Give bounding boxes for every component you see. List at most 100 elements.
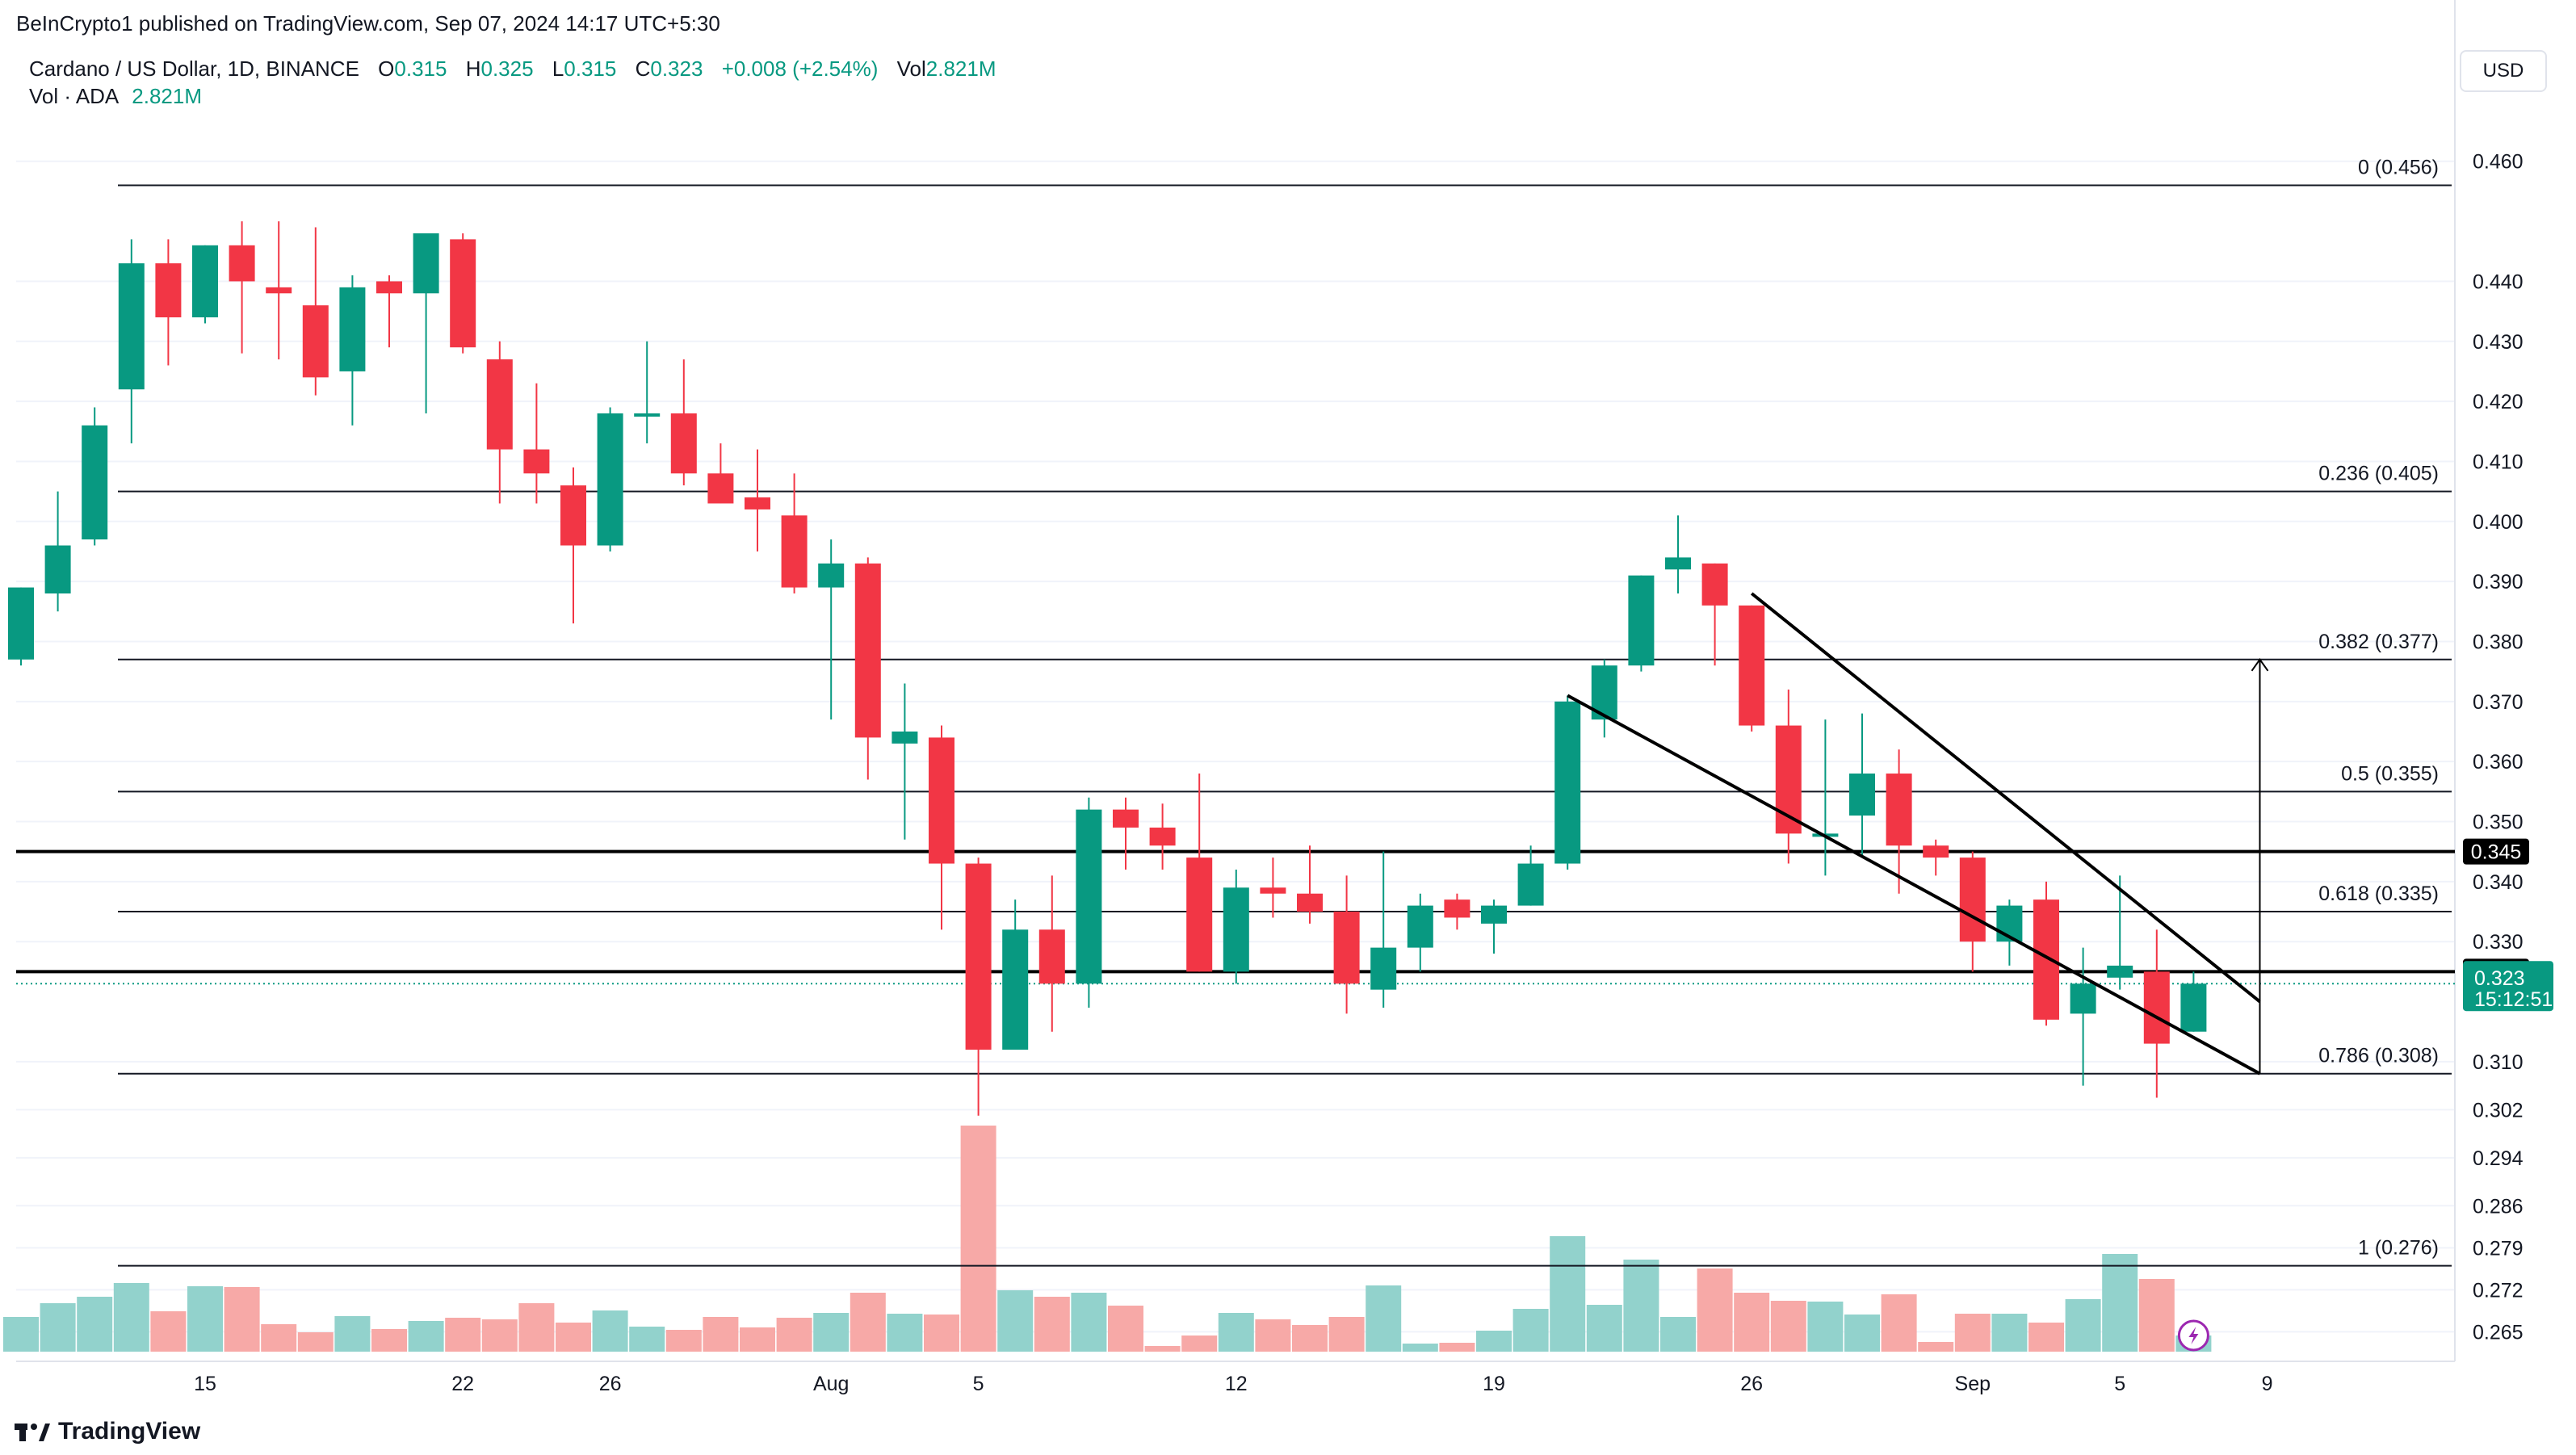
candle-body bbox=[450, 239, 476, 348]
candle-body bbox=[413, 233, 439, 294]
candle-body bbox=[1038, 929, 1065, 984]
price-tick-label: 0.390 bbox=[2473, 571, 2524, 593]
price-tick-label: 0.310 bbox=[2473, 1051, 2524, 1074]
price-tick-label: 0.340 bbox=[2473, 871, 2524, 894]
volume-bar bbox=[297, 1332, 334, 1352]
volume-bar bbox=[3, 1317, 39, 1352]
volume-bar bbox=[850, 1293, 886, 1352]
candle-body bbox=[118, 263, 145, 390]
volume-bar bbox=[740, 1327, 775, 1352]
price-tick-label: 0.440 bbox=[2473, 270, 2524, 293]
price-tick-label: 0.380 bbox=[2473, 631, 2524, 653]
candle-body bbox=[1333, 912, 1360, 984]
last-price-countdown: 15:12:51 bbox=[2474, 988, 2553, 1011]
volume-bar bbox=[2138, 1279, 2175, 1352]
candle-body bbox=[854, 563, 881, 738]
price-tick-label: 0.410 bbox=[2473, 451, 2524, 473]
volume-bar bbox=[1623, 1260, 1659, 1352]
volume-bar bbox=[1071, 1293, 1107, 1352]
volume-bar bbox=[592, 1310, 628, 1352]
volume-bar bbox=[371, 1329, 407, 1352]
footer-brand: TradingView bbox=[15, 1418, 200, 1445]
volume-bar bbox=[997, 1290, 1034, 1352]
candle-body bbox=[192, 245, 218, 318]
last-price-value: 0.323 bbox=[2474, 967, 2525, 990]
price-tick-label: 0.400 bbox=[2473, 511, 2524, 534]
fib-level-label: 0.786 (0.308) bbox=[2318, 1045, 2439, 1067]
price-tick-label: 0.370 bbox=[2473, 691, 2524, 714]
time-tick-label: 5 bbox=[2114, 1373, 2125, 1395]
volume-bar bbox=[1991, 1314, 2028, 1352]
candle-body bbox=[82, 425, 108, 540]
candle-body bbox=[1665, 557, 1691, 570]
volume-bar bbox=[813, 1313, 850, 1352]
volume-bar bbox=[2102, 1254, 2138, 1352]
fib-level-label: 1 (0.276) bbox=[2358, 1237, 2439, 1260]
currency-selector[interactable]: USD bbox=[2460, 50, 2547, 92]
candle-body bbox=[2143, 971, 2170, 1044]
candle-body bbox=[1517, 863, 1544, 906]
open-label: O bbox=[378, 57, 395, 81]
candle-body bbox=[929, 737, 954, 864]
candle-body bbox=[1554, 701, 1581, 864]
tradingview-logo-icon bbox=[15, 1424, 50, 1441]
volume-bar bbox=[1292, 1325, 1328, 1352]
candle-body bbox=[1628, 575, 1655, 666]
volume-bar bbox=[776, 1318, 812, 1352]
volume-bar bbox=[187, 1286, 223, 1352]
candle-body bbox=[229, 245, 255, 282]
price-tick-label: 0.302 bbox=[2473, 1099, 2524, 1122]
change-value: +0.008 (+2.54%) bbox=[721, 57, 879, 81]
volume-bar bbox=[261, 1324, 297, 1352]
candle-body bbox=[781, 515, 808, 588]
fib-level-label: 0 (0.456) bbox=[2358, 156, 2439, 178]
candle-body bbox=[634, 413, 661, 417]
volume-legend: Vol · ADA 2.821M bbox=[29, 84, 202, 109]
candle-body bbox=[1444, 899, 1471, 918]
target-arrow-head bbox=[2251, 658, 2269, 672]
time-tick-label: 9 bbox=[2262, 1373, 2273, 1395]
volume-bar bbox=[2028, 1323, 2064, 1352]
volume-value: 2.821M bbox=[925, 57, 996, 81]
candle-body bbox=[670, 413, 697, 474]
candle-body bbox=[1923, 845, 1949, 858]
footer-brand-text: TradingView bbox=[58, 1418, 201, 1445]
candle-body bbox=[8, 587, 34, 660]
volume-bar bbox=[1402, 1344, 1438, 1352]
last-price-tag bbox=[2463, 961, 2553, 1012]
low-value: 0.315 bbox=[564, 57, 617, 81]
close-label: C bbox=[635, 57, 651, 81]
candle-body bbox=[1113, 809, 1139, 828]
time-tick-label: 12 bbox=[1225, 1373, 1248, 1395]
price-tick-label: 0.294 bbox=[2473, 1147, 2524, 1170]
candle-body bbox=[745, 497, 770, 509]
price-tick-label: 0.272 bbox=[2473, 1279, 2524, 1302]
alert-lightning-glyph bbox=[2188, 1327, 2199, 1344]
time-tick-label: 26 bbox=[1740, 1373, 1763, 1395]
volume-bar bbox=[1770, 1301, 1806, 1352]
volume-bar bbox=[1881, 1294, 1917, 1352]
volume-bar bbox=[1512, 1309, 1549, 1352]
volume-bar bbox=[77, 1297, 113, 1352]
candle-body bbox=[1739, 605, 1765, 726]
candle-body bbox=[523, 449, 550, 474]
volume-bar bbox=[334, 1316, 371, 1352]
low-label: L bbox=[552, 57, 564, 81]
candle-body bbox=[1002, 929, 1029, 1050]
high-value: 0.325 bbox=[480, 57, 534, 81]
volume-bar bbox=[1181, 1335, 1218, 1352]
volume-bar bbox=[665, 1330, 702, 1352]
candle-body bbox=[560, 485, 586, 546]
candle-body bbox=[1260, 887, 1286, 894]
volume-bar bbox=[1366, 1285, 1402, 1352]
candle-body bbox=[965, 863, 992, 1050]
volume-bar bbox=[1918, 1342, 1954, 1352]
price-tick-label: 0.265 bbox=[2473, 1321, 2524, 1344]
candle-body bbox=[1297, 893, 1323, 912]
wedge-upper-trendline bbox=[1750, 592, 2261, 1004]
fib-level-label: 0.5 (0.355) bbox=[2341, 762, 2439, 785]
volume-bar bbox=[960, 1126, 996, 1352]
fib-level-label: 0.236 (0.405) bbox=[2318, 463, 2439, 485]
volume-bar bbox=[1954, 1314, 1991, 1352]
